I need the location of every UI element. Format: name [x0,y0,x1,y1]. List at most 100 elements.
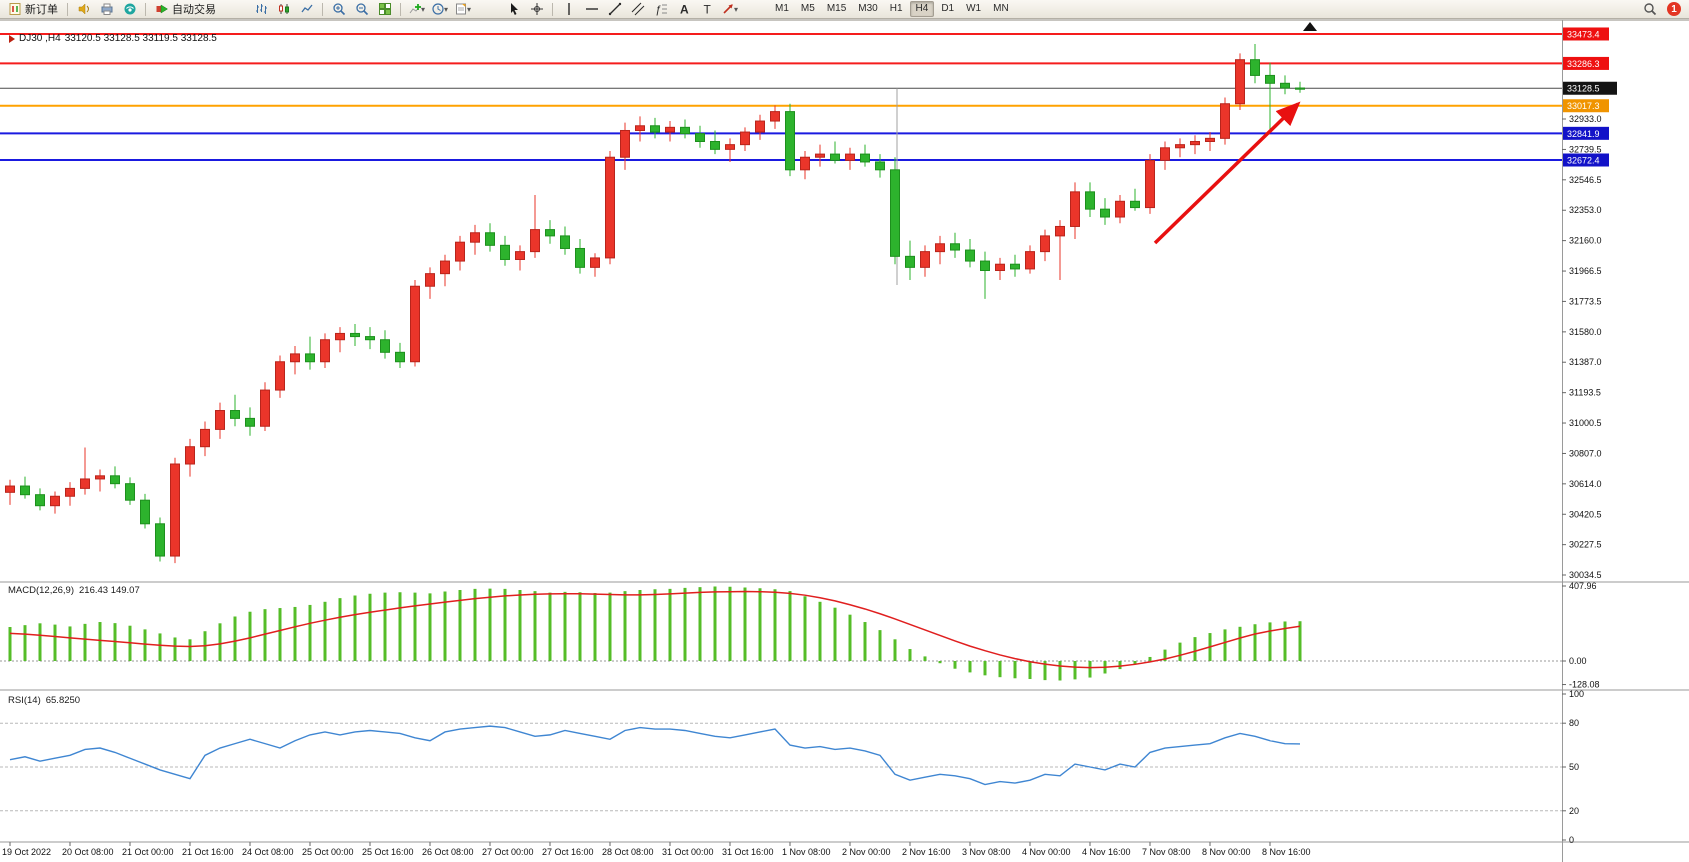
indicators-button-caret: ▾ [420,4,425,14]
price-badge-33473.4 [1563,27,1609,41]
text-icon: A [680,3,689,17]
sound-button[interactable] [73,0,94,18]
svg-text:4 Nov 00:00: 4 Nov 00:00 [1022,847,1071,857]
svg-text:30807.0: 30807.0 [1569,448,1602,458]
svg-text:32933.0: 32933.0 [1569,114,1602,124]
timeframe-m15-button[interactable]: M15 [826,3,847,14]
svg-text:32672.4: 32672.4 [1567,156,1600,166]
svg-text:33128.5: 33128.5 [1567,84,1600,94]
new-order-button[interactable]: 新订单 [4,1,62,17]
timeframe-m1-button[interactable]: M1 [775,3,789,14]
svg-text:31387.0: 31387.0 [1569,357,1602,367]
svg-text:-128.08: -128.08 [1569,680,1600,690]
periods-button[interactable]: ▾ [429,0,450,18]
zoom-in-button[interactable] [328,0,349,18]
svg-text:31773.5: 31773.5 [1569,296,1602,306]
svg-text:30614.0: 30614.0 [1569,479,1602,489]
quotes-icon [124,3,135,15]
cursor-button[interactable] [503,0,524,18]
zoom-in-icon [332,3,345,16]
toolbar-separator [552,2,553,16]
templates-icon [455,3,466,15]
crosshair-button[interactable] [526,0,547,18]
svg-text:33286.3: 33286.3 [1567,59,1600,69]
timeframe-d1-button[interactable]: D1 [941,3,955,14]
svg-text:8 Nov 00:00: 8 Nov 00:00 [1202,847,1251,857]
search-button[interactable] [1639,0,1660,18]
trendline-button[interactable] [604,0,625,18]
timeframe-m5-button[interactable]: M5 [800,3,815,14]
candlestick-button[interactable] [273,0,294,18]
svg-text:0.00: 0.00 [1569,656,1587,666]
zoom-out-icon [355,3,368,16]
svg-text:407.96: 407.96 [1569,581,1597,591]
periods-button-caret: ▾ [443,4,448,14]
indicators-icon [409,4,421,14]
timeframe-h1-button[interactable]: H1 [889,3,903,14]
print-icon [101,3,112,15]
vertical-line-button[interactable] [558,0,579,18]
svg-text:30420.5: 30420.5 [1569,509,1602,519]
search-icon [1643,3,1656,16]
zoom-out-button[interactable] [351,0,372,18]
svg-text:20 Oct 08:00: 20 Oct 08:00 [62,847,114,857]
templates-button[interactable]: ▾ [452,0,473,18]
arrows-button-caret: ▾ [733,4,738,14]
horizontal-line-button[interactable] [581,0,602,18]
notification-badge[interactable]: 1 [1667,2,1681,16]
toolbar-separator [400,2,401,16]
periods-icon [432,3,444,15]
horizontal-level-lines[interactable] [0,32,1562,162]
timeframe-mn-button[interactable]: MN [993,3,1009,14]
price-badge-33128.5 [1563,81,1617,95]
svg-text:ƒ: ƒ [655,4,661,16]
svg-text:26 Oct 08:00: 26 Oct 08:00 [422,847,474,857]
indicators-button[interactable]: ▾ [406,0,427,18]
svg-text:31580.0: 31580.0 [1569,327,1602,337]
price-badge-32672.4 [1563,153,1609,167]
timeframe-w1-button[interactable]: W1 [966,3,982,14]
templates-button-caret: ▾ [466,4,471,14]
candles-layer [5,43,1305,564]
quotes-button[interactable] [119,0,140,18]
svg-text:20: 20 [1569,806,1579,816]
trend-arrow-object[interactable] [1153,101,1301,245]
svg-text:32841.9: 32841.9 [1567,129,1600,139]
print-button[interactable] [96,0,117,18]
macd-pane: 407.96 0.00 -128.08 [0,581,1600,690]
svg-text:31193.5: 31193.5 [1569,388,1601,398]
line-chart-button[interactable] [296,0,317,18]
svg-text:32160.0: 32160.0 [1569,236,1602,246]
arrows-icon [723,4,733,14]
svg-text:4 Nov 16:00: 4 Nov 16:00 [1082,847,1131,857]
vline-icon [567,3,570,15]
svg-text:24 Oct 08:00: 24 Oct 08:00 [242,847,294,857]
tile-windows-button[interactable] [374,0,395,18]
timeframe-h4-button[interactable]: H4 [909,1,935,17]
svg-text:21 Oct 16:00: 21 Oct 16:00 [182,847,234,857]
line-chart-icon [300,4,313,13]
label-button[interactable]: T [696,0,717,18]
svg-text:A: A [680,3,689,17]
autotrading-button[interactable]: 自动交易 [151,1,220,17]
tile-windows-icon [378,3,391,15]
trendline-icon [608,2,621,16]
svg-text:31000.5: 31000.5 [1569,418,1602,428]
time-axis[interactable]: 19 Oct 2022 20 Oct 08:00 21 Oct 00:00 21 Oc… [2,842,1311,857]
channel-button[interactable] [627,0,648,18]
svg-text:32353.0: 32353.0 [1569,205,1602,215]
price-axis[interactable]: 32933.0 32739.5 32546.5 32353.0 32160.0 31966… [1562,27,1617,580]
bar-chart-button[interactable] [250,0,271,18]
fibonacci-button[interactable]: ƒ [650,0,671,18]
channel-icon [631,2,644,16]
triangle-marker-object[interactable] [1303,22,1317,31]
svg-text:2 Nov 00:00: 2 Nov 00:00 [842,847,891,857]
arrows-button[interactable]: ▾ [719,0,740,18]
svg-text:31 Oct 00:00: 31 Oct 00:00 [662,847,714,857]
toolbar-left-group: 新订单 自动交易 ▾ ▾ ▾ ƒ A T ▾ M1 M5 M15 M30 H1 H4 D1 W1 MN [4,0,1014,18]
text-button[interactable]: A [673,0,694,18]
svg-text:1 Nov 08:00: 1 Nov 08:00 [782,847,831,857]
timeframe-m30-button[interactable]: M30 [858,3,878,14]
